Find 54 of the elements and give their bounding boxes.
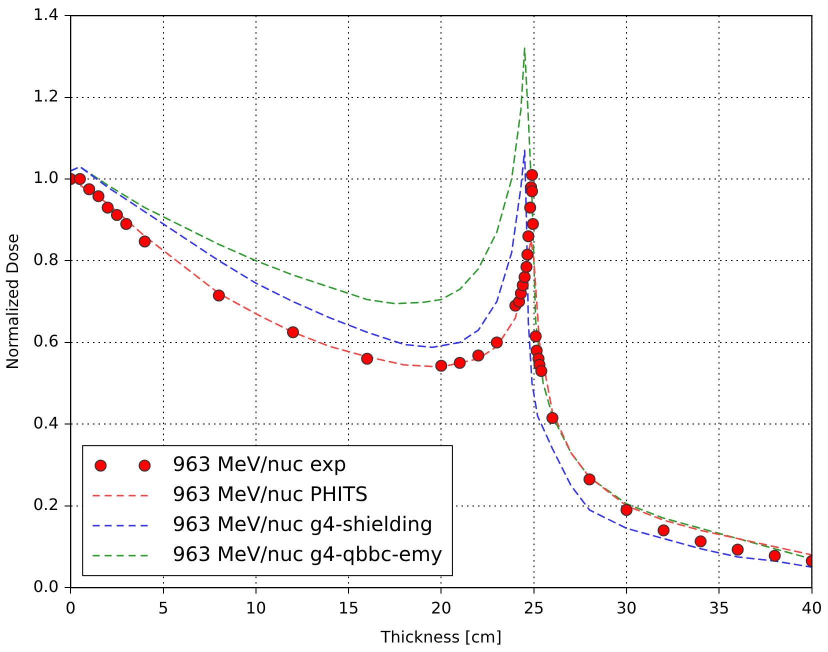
y-axis-title: Normalized Dose xyxy=(2,234,22,370)
point xyxy=(522,230,534,242)
x-tick-label: 5 xyxy=(158,598,168,618)
x-tick-label: 20 xyxy=(431,598,452,618)
point xyxy=(435,360,448,372)
point xyxy=(520,260,532,273)
x-tick-label: 15 xyxy=(338,598,359,618)
x-axis-title: Thickness [cm] xyxy=(380,628,502,647)
legend-label: 963 MeV/nuc exp xyxy=(172,452,346,476)
point xyxy=(361,352,374,365)
point xyxy=(74,173,86,186)
point xyxy=(524,202,536,214)
y-tick-label: 0.0 xyxy=(33,576,59,596)
point xyxy=(472,350,484,362)
y-tick-label: 0.8 xyxy=(33,250,59,269)
point xyxy=(102,202,114,214)
point xyxy=(526,185,538,198)
y-tick-label: 0.6 xyxy=(33,332,59,351)
x-tick-label: 35 xyxy=(708,598,730,618)
point xyxy=(212,289,225,302)
y-tick-label: 0.4 xyxy=(33,413,59,432)
x-tick-label: 25 xyxy=(524,598,544,618)
point xyxy=(92,190,104,202)
x-tick-label: 40 xyxy=(802,598,822,618)
legend-label: 963 MeV/nuc g4-shielding xyxy=(172,512,433,536)
x-tick-label: 10 xyxy=(246,598,266,618)
point xyxy=(732,544,744,556)
x-tick-label: 30 xyxy=(616,598,637,618)
y-tick-label: 1.2 xyxy=(33,86,59,106)
point xyxy=(521,248,534,261)
legend-label: 963 MeV/nuc g4-qbbc-emy xyxy=(172,542,443,566)
point xyxy=(526,168,538,181)
point xyxy=(768,550,781,562)
point xyxy=(138,236,151,248)
point xyxy=(518,271,531,284)
y-tick-label: 1.4 xyxy=(33,4,59,24)
point xyxy=(620,504,633,516)
point xyxy=(535,365,548,378)
legend-label: 963 MeV/nuc PHITS xyxy=(172,482,368,506)
point xyxy=(110,208,123,221)
y-tick-label: 1.0 xyxy=(33,168,59,188)
point xyxy=(658,524,670,536)
point xyxy=(526,218,539,230)
point xyxy=(694,535,707,548)
point xyxy=(583,473,596,486)
point xyxy=(454,356,466,369)
point xyxy=(83,183,96,196)
y-tick-label: 0.2 xyxy=(33,495,59,514)
point xyxy=(530,330,542,342)
point xyxy=(287,326,299,338)
x-tick-label: 0 xyxy=(66,598,76,618)
point xyxy=(120,218,132,230)
point xyxy=(546,412,558,424)
point xyxy=(490,336,503,348)
